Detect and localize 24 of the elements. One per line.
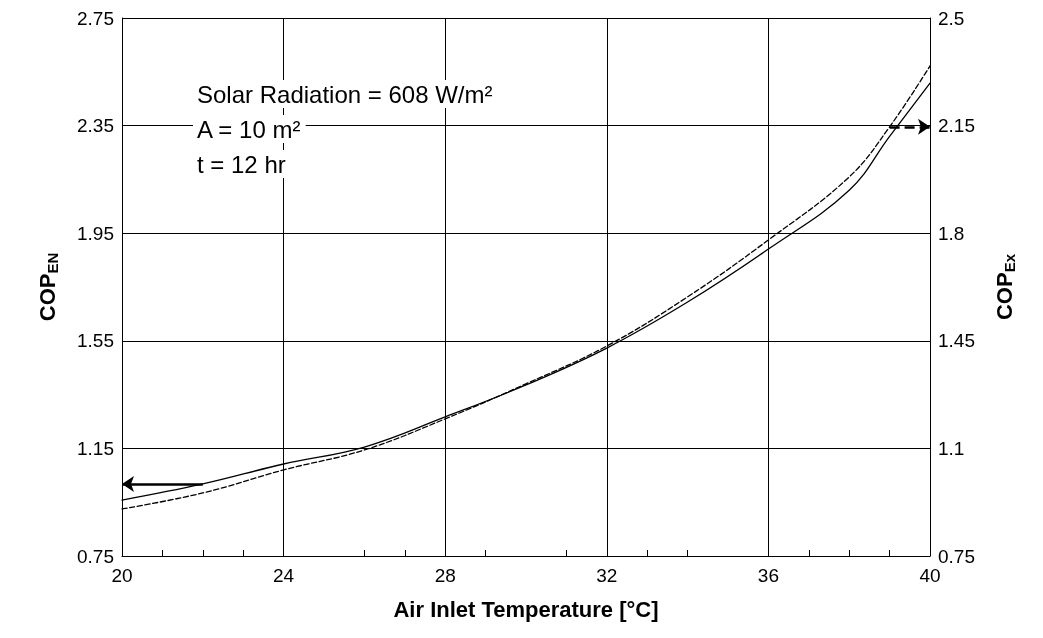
- x-tick-label: 40: [919, 565, 941, 586]
- y-tick-label: 1.55: [77, 330, 114, 352]
- x-axis-title: Air Inlet Temperature [°C]: [393, 596, 659, 622]
- y2-tick-label: 0.75: [938, 545, 975, 567]
- y2-tick-label: 2.15: [938, 115, 975, 137]
- y-tick-label: 1.15: [77, 437, 114, 459]
- x-tick-label: 20: [111, 565, 133, 586]
- y2-tick-label: 1.8: [938, 222, 965, 244]
- annotation: Solar Radiation = 608 W/m²: [197, 80, 493, 108]
- y-tick-label: 2.75: [77, 7, 114, 29]
- annotation: A = 10 m²: [197, 115, 301, 143]
- y2-axis-title: COPEx: [992, 253, 1018, 321]
- y2-tick-label: 1.1: [938, 437, 965, 459]
- x-tick-label: 32: [596, 565, 618, 586]
- x-tick-label: 28: [434, 565, 456, 586]
- x-tick-label: 24: [273, 565, 295, 586]
- x-tick-label: 36: [757, 565, 779, 586]
- y-axis-title: COPEN: [35, 252, 61, 322]
- annotation: t = 12 hr: [197, 150, 286, 178]
- y-tick-label: 2.35: [77, 115, 114, 137]
- y2-tick-label: 1.45: [938, 330, 975, 352]
- y-tick-label: 0.75: [77, 545, 114, 567]
- y-tick-label: 1.95: [77, 222, 114, 244]
- y2-tick-label: 2.5: [938, 7, 965, 29]
